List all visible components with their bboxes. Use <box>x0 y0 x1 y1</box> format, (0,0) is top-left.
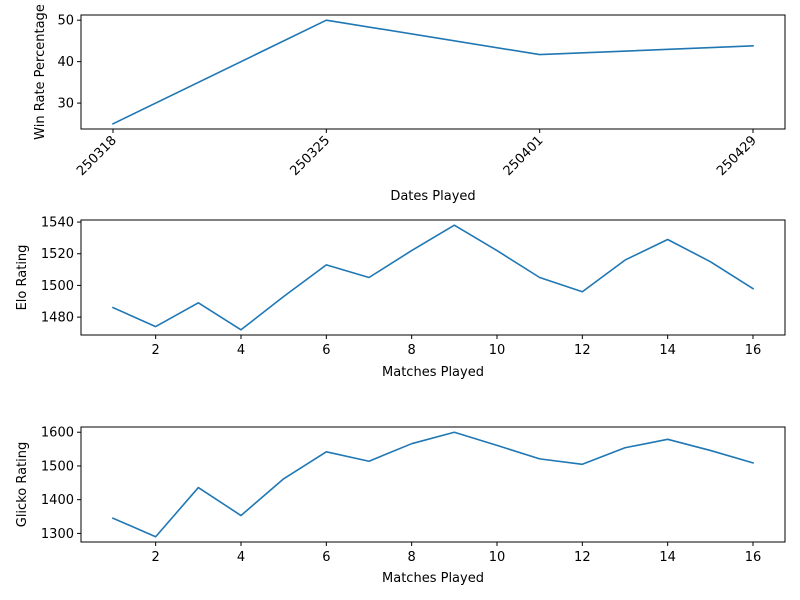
y-tick-label: 50 <box>57 14 74 29</box>
x-tick-label: 8 <box>408 550 416 565</box>
x-tick-label: 2 <box>152 550 160 565</box>
y-tick-label: 30 <box>57 97 74 112</box>
x-tick-label: 12 <box>574 343 591 358</box>
y-tick-label: 1520 <box>41 247 74 262</box>
y-tick-label: 40 <box>57 55 74 70</box>
series-line <box>111 19 754 125</box>
x-tick-label: 4 <box>237 550 245 565</box>
plot-frame <box>80 426 786 543</box>
plot-frame <box>80 14 786 130</box>
x-tick-label: 12 <box>574 550 591 565</box>
y-tick-label: 1500 <box>41 279 74 294</box>
x-tick-label: 10 <box>489 343 506 358</box>
x-tick-label: 250325 <box>287 133 333 179</box>
y-tick-label: 1600 <box>41 426 74 441</box>
x-tick-label: 250401 <box>501 133 547 179</box>
y-axis-label: Win Rate Percentage <box>33 4 48 140</box>
x-tick-label: 14 <box>659 550 676 565</box>
x-tick-label: 6 <box>322 343 330 358</box>
win-rate-chart: 30 40 50 250318 250325 250401 250429 Dates Play… <box>33 4 786 204</box>
x-tick-label: 8 <box>408 343 416 358</box>
y-tick-label: 1540 <box>41 216 74 231</box>
y-tick-label: 1300 <box>41 527 74 542</box>
series-line <box>111 224 755 331</box>
x-tick-label: 250318 <box>74 133 120 179</box>
x-tick-label: 14 <box>659 343 676 358</box>
glicko-rating-chart: 1300 1400 1500 1600 2 4 6 8 10 12 14 16 Matches Play… <box>15 426 786 586</box>
y-tick-label: 1500 <box>41 459 74 474</box>
series-line <box>111 431 754 538</box>
x-tick-label: 2 <box>152 343 160 358</box>
x-tick-label: 16 <box>745 343 762 358</box>
x-axis-label: Dates Played <box>390 189 475 204</box>
elo-rating-chart: 1480 1500 1520 1540 2 4 6 8 10 12 14 16 Matches Play… <box>15 216 786 380</box>
x-tick-label: 16 <box>745 550 762 565</box>
y-axis-label: Glicko Rating <box>15 442 30 528</box>
x-tick-label: 250429 <box>714 133 760 179</box>
y-axis-label: Elo Rating <box>15 245 30 311</box>
plot-frame <box>80 219 786 336</box>
x-tick-label: 4 <box>237 343 245 358</box>
x-tick-label: 6 <box>322 550 330 565</box>
x-tick-label: 10 <box>489 550 506 565</box>
x-axis-label: Matches Played <box>382 365 484 380</box>
y-tick-label: 1480 <box>41 311 74 326</box>
x-axis-label: Matches Played <box>382 571 484 586</box>
y-tick-label: 1400 <box>41 493 74 508</box>
